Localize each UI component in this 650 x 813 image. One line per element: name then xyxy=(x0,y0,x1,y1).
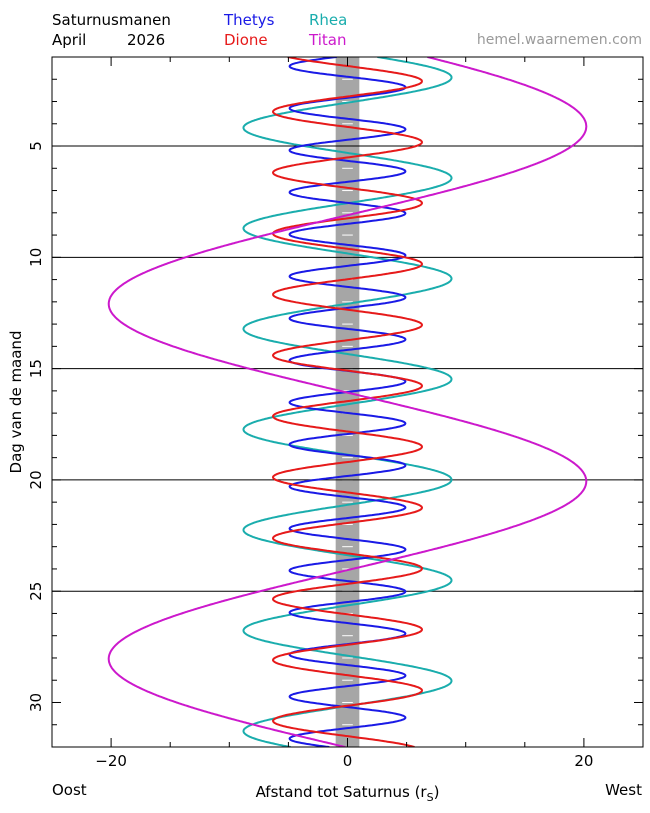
legend-titan: Titan xyxy=(309,31,347,49)
west-label: West xyxy=(605,781,642,799)
x-tick-label: 20 xyxy=(574,752,593,770)
thetys-orbit-line xyxy=(288,57,407,747)
x-tick-label: −20 xyxy=(95,752,127,770)
chart-title: Saturnusmanen xyxy=(52,11,171,29)
y-axis-label: Dag van de maand xyxy=(7,331,25,474)
legend-rhea: Rhea xyxy=(309,11,348,29)
year-label: 2026 xyxy=(127,31,166,49)
y-tick-label: 20 xyxy=(27,470,45,489)
east-label: Oost xyxy=(52,781,87,799)
y-tick-label: 10 xyxy=(27,248,45,267)
month-label: April xyxy=(52,31,87,49)
legend-thetys: Thetys xyxy=(224,11,275,29)
titan-orbit-line xyxy=(107,57,588,747)
y-tick-label: 15 xyxy=(27,359,45,378)
x-axis-label: Afstand tot Saturnus (rS) xyxy=(256,783,440,804)
site-url: hemel.waarnemen.com xyxy=(476,32,642,48)
y-tick-label: 5 xyxy=(27,141,45,151)
legend-dione: Dione xyxy=(224,31,268,49)
x-tick-label: 0 xyxy=(343,752,353,770)
y-tick-label: 30 xyxy=(27,693,45,712)
y-tick-label: 25 xyxy=(27,582,45,601)
dione-orbit-line xyxy=(271,57,424,747)
rhea-orbit-line xyxy=(242,57,453,747)
